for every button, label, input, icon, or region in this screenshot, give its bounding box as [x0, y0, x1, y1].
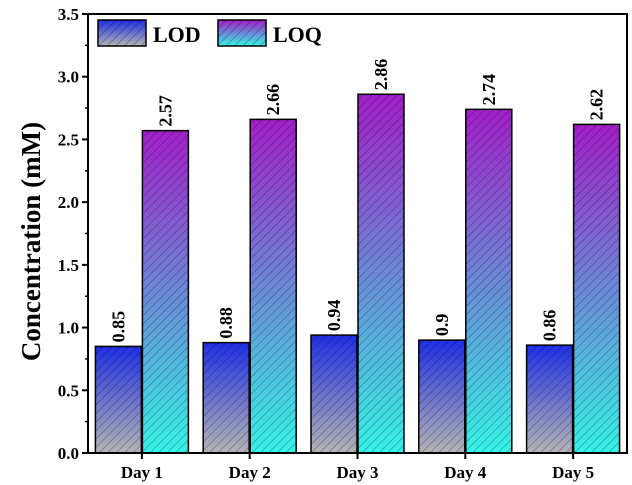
y-tick-label: 2.0	[58, 193, 79, 212]
x-tick-label: Day 3	[336, 463, 378, 482]
data-label-loq: 2.66	[263, 84, 283, 116]
bar-hatch	[418, 340, 465, 453]
data-label-loq: 2.57	[155, 95, 175, 127]
legend-swatch-loq-hatch	[218, 20, 266, 46]
data-label-lod: 0.86	[540, 310, 560, 342]
bar-hatch	[465, 109, 512, 453]
bar-hatch	[358, 94, 404, 453]
bar-hatch	[95, 346, 142, 453]
x-tick-label: Day 5	[552, 463, 594, 482]
bar-hatch	[311, 335, 357, 453]
x-axis-ticks: Day 1 Day 2 Day 3 Day 4 Day 5	[121, 453, 594, 482]
data-label-lod: 0.88	[216, 307, 236, 339]
y-axis-ticks: 0.0 0.5 1.0 1.5 2.0 2.5 3.0 3.5	[58, 5, 88, 463]
y-tick-label: 2.5	[58, 130, 79, 149]
bar-hatch	[142, 130, 189, 454]
data-label-lod: 0.9	[432, 314, 452, 337]
legend-swatch-lod-hatch	[98, 20, 146, 46]
bar-hatch	[250, 119, 297, 454]
bar-hatch	[203, 342, 250, 453]
legend-label-lod: LOD	[153, 22, 201, 47]
y-tick-label: 3.0	[58, 68, 79, 87]
bars-layer	[94, 93, 621, 454]
x-tick-label: Day 1	[121, 463, 163, 482]
y-tick-label: 1.5	[58, 256, 79, 275]
y-tick-label: 0.5	[58, 381, 79, 400]
plot-frame	[87, 13, 628, 454]
data-label-lod: 0.94	[324, 300, 344, 332]
data-labels-layer: 0.85 2.57 0.88 2.66 0.94 2.86 0.9 2.74 0.86 2.62	[108, 59, 606, 343]
data-label-loq: 2.74	[479, 74, 499, 106]
legend-label-loq: LOQ	[273, 22, 322, 47]
bar-hatch	[526, 345, 573, 453]
data-label-lod: 0.85	[108, 311, 128, 343]
data-label-loq: 2.62	[587, 89, 607, 121]
x-tick-label: Day 2	[229, 463, 271, 482]
y-tick-label: 3.5	[58, 5, 79, 24]
y-tick-label: 1.0	[58, 319, 79, 338]
bar-hatch	[573, 124, 620, 454]
legend: LOD LOQ	[97, 19, 322, 47]
y-axis-label: Concentration (mM)	[16, 122, 46, 361]
y-tick-label: 0.0	[58, 444, 79, 463]
data-label-loq: 2.86	[371, 59, 391, 91]
x-tick-label: Day 4	[444, 463, 487, 482]
